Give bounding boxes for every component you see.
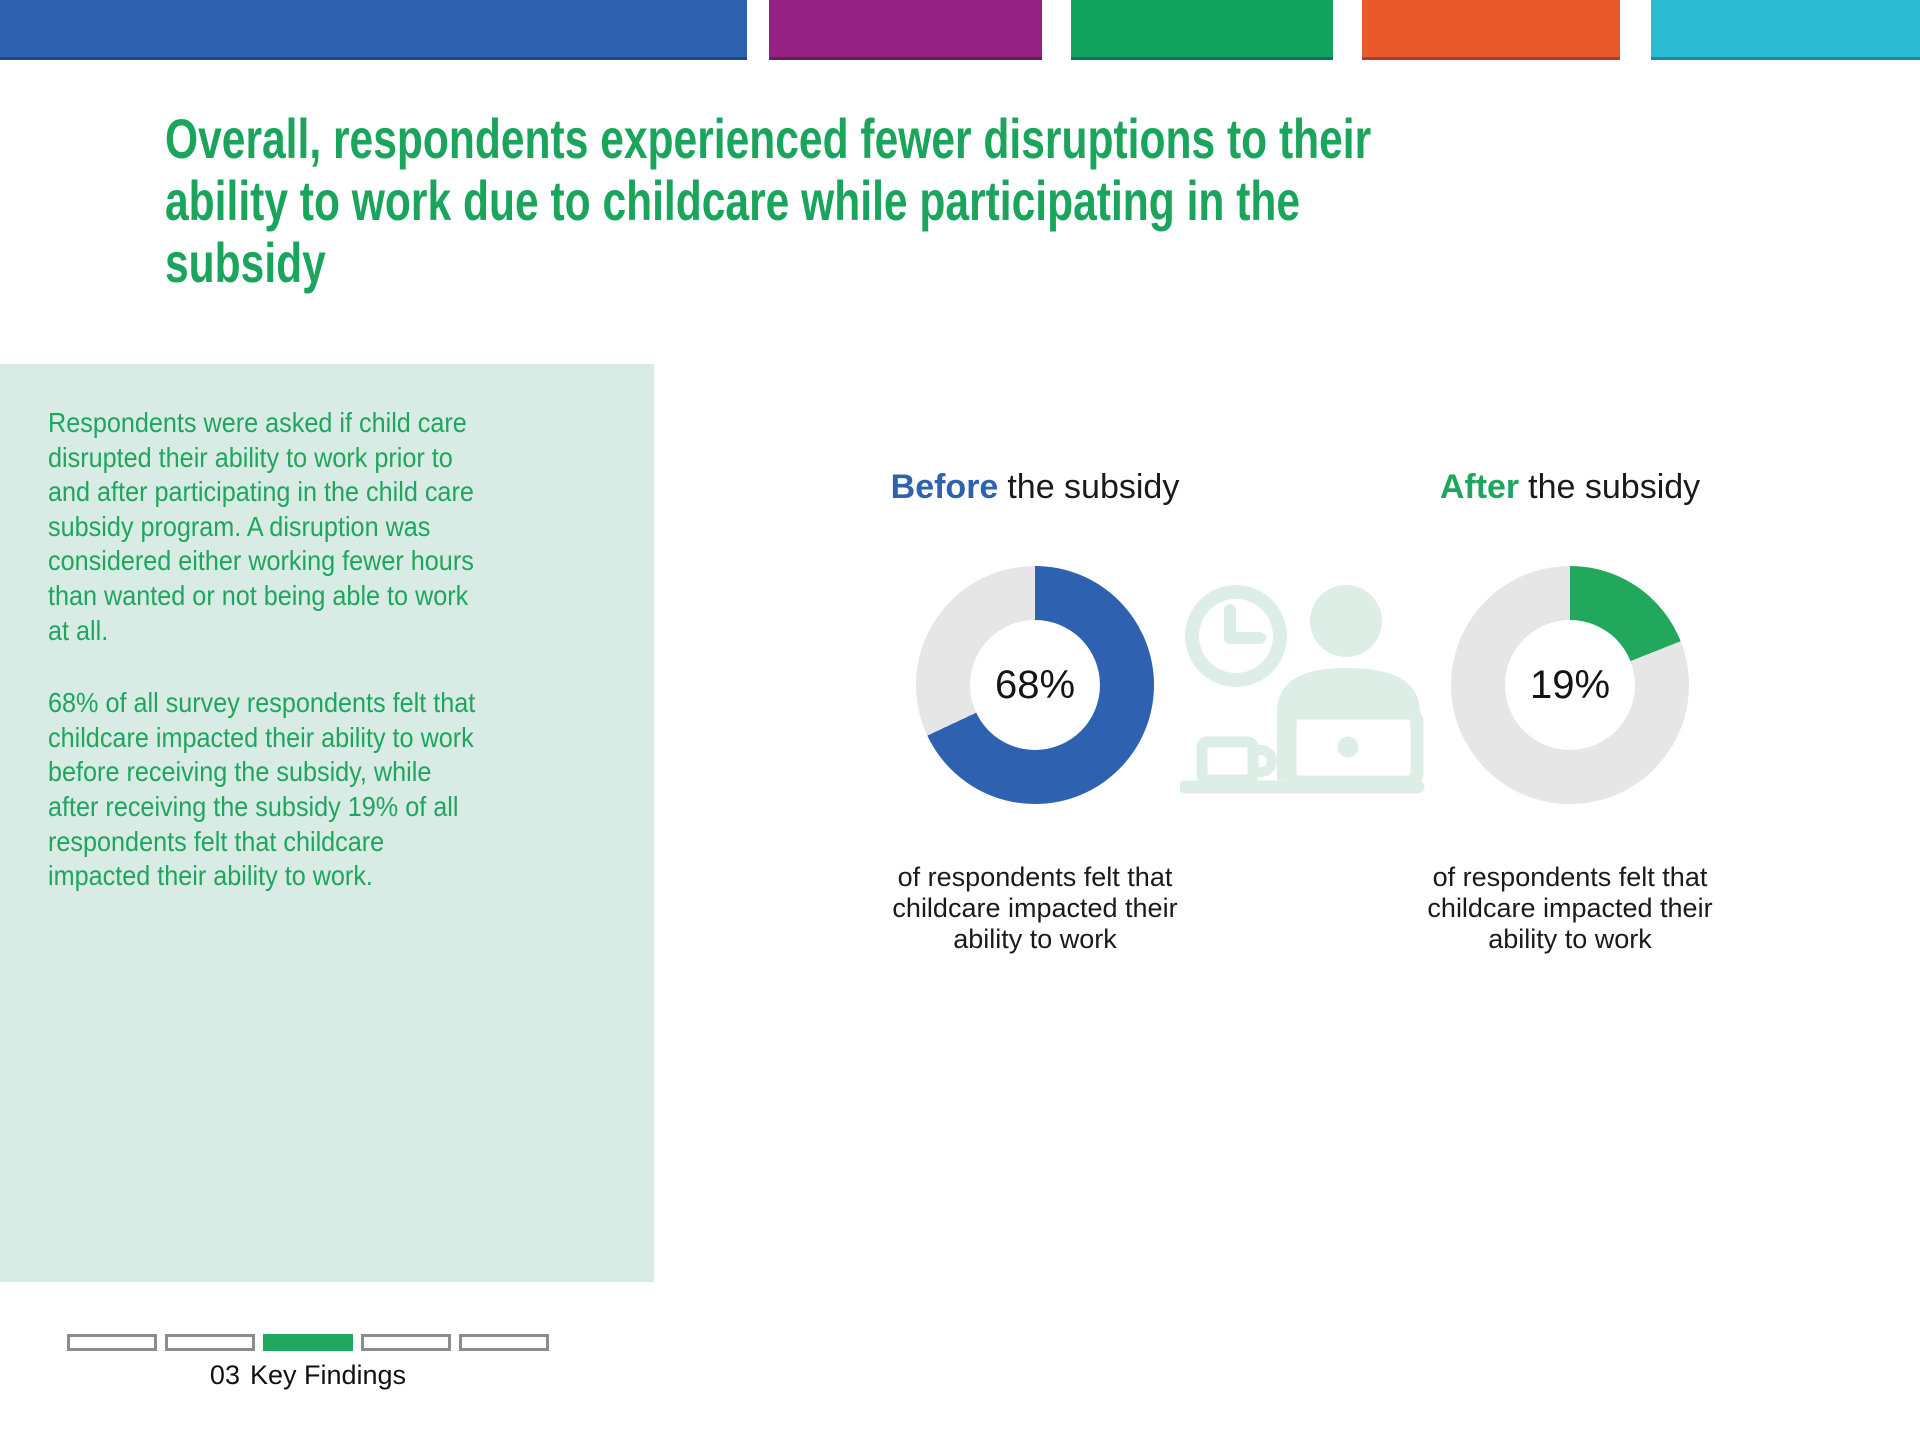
caption-line: of respondents felt that xyxy=(897,862,1173,892)
summary-line: and after participating in the child car… xyxy=(48,476,474,508)
summary-line: childcare impacted their ability to work xyxy=(48,721,474,753)
summary-line: subsidy program. A disruption was xyxy=(48,510,431,542)
progress-segment xyxy=(459,1334,549,1351)
accent-bar-purple xyxy=(769,0,1042,60)
summary-line: after receiving the subsidy 19% of all xyxy=(48,790,459,822)
after-donut-caption: of respondents felt that childcare impac… xyxy=(1360,862,1780,955)
summary-panel: Respondents were asked if child care dis… xyxy=(0,364,654,1282)
worker-laptop-clock-watermark-icon xyxy=(1180,585,1425,794)
before-donut-chart: 68% xyxy=(916,566,1154,804)
summary-line: than wanted or not being able to work xyxy=(48,579,469,611)
before-chart-column: Before the subsidy 68% of respondents fel… xyxy=(825,468,1245,955)
before-donut-value: 68% xyxy=(970,620,1100,750)
accent-bar-green xyxy=(1071,0,1333,60)
top-accent-bars xyxy=(0,0,1920,60)
caption-line: ability to work xyxy=(953,924,1117,954)
accent-bar-orange xyxy=(1362,0,1620,60)
accent-bar-cyan xyxy=(1651,0,1920,60)
caption-line: ability to work xyxy=(1488,924,1652,954)
progress-segment xyxy=(165,1334,255,1351)
caption-line: childcare impacted their xyxy=(892,893,1178,923)
summary-paragraph-2: 68% of all survey respondents felt that … xyxy=(48,686,523,894)
before-label-rest: the subsidy xyxy=(1007,468,1180,506)
caption-line: of respondents felt that xyxy=(1432,862,1708,892)
after-donut-chart: 19% xyxy=(1451,566,1689,804)
progress-segment xyxy=(361,1334,451,1351)
progress-segment xyxy=(67,1334,157,1351)
summary-line: considered either working fewer hours xyxy=(48,545,474,577)
before-label-highlight: Before xyxy=(890,468,999,506)
section-number: 03 xyxy=(209,1360,240,1390)
after-chart-label: After the subsidy xyxy=(1360,468,1780,512)
summary-line: Respondents were asked if child care xyxy=(48,407,467,438)
section-page-label: 03 Key Findings xyxy=(67,1360,549,1391)
summary-line: at all. xyxy=(48,614,109,646)
page-title-line: Overall, respondents experienced fewer d… xyxy=(165,107,1372,170)
page-title: Overall, respondents experienced fewer d… xyxy=(165,108,1752,294)
caption-line: childcare impacted their xyxy=(1427,893,1713,923)
page-title-line: subsidy xyxy=(165,231,326,294)
summary-line: respondents felt that childcare xyxy=(48,825,385,857)
before-chart-label: Before the subsidy xyxy=(825,468,1245,512)
accent-bar-blue xyxy=(0,0,747,60)
summary-line: 68% of all survey respondents felt that xyxy=(48,687,476,719)
section-progress-bar xyxy=(67,1334,549,1351)
after-label-rest: the subsidy xyxy=(1528,468,1701,506)
page-title-line: ability to work due to childcare while p… xyxy=(165,169,1301,232)
summary-line: disrupted their ability to work prior to xyxy=(48,441,453,473)
summary-line: impacted their ability to work. xyxy=(48,860,373,892)
after-label-highlight: After xyxy=(1439,468,1520,506)
before-donut-caption: of respondents felt that childcare impac… xyxy=(825,862,1245,955)
summary-paragraph-1: Respondents were asked if child care dis… xyxy=(48,406,523,648)
summary-text: Respondents were asked if child care dis… xyxy=(48,406,523,894)
section-name: Key Findings xyxy=(249,1360,407,1390)
after-chart-column: After the subsidy 19% of respondents felt… xyxy=(1360,468,1780,955)
progress-segment-active xyxy=(263,1334,353,1351)
summary-line: before receiving the subsidy, while xyxy=(48,756,432,788)
after-donut-value: 19% xyxy=(1505,620,1635,750)
